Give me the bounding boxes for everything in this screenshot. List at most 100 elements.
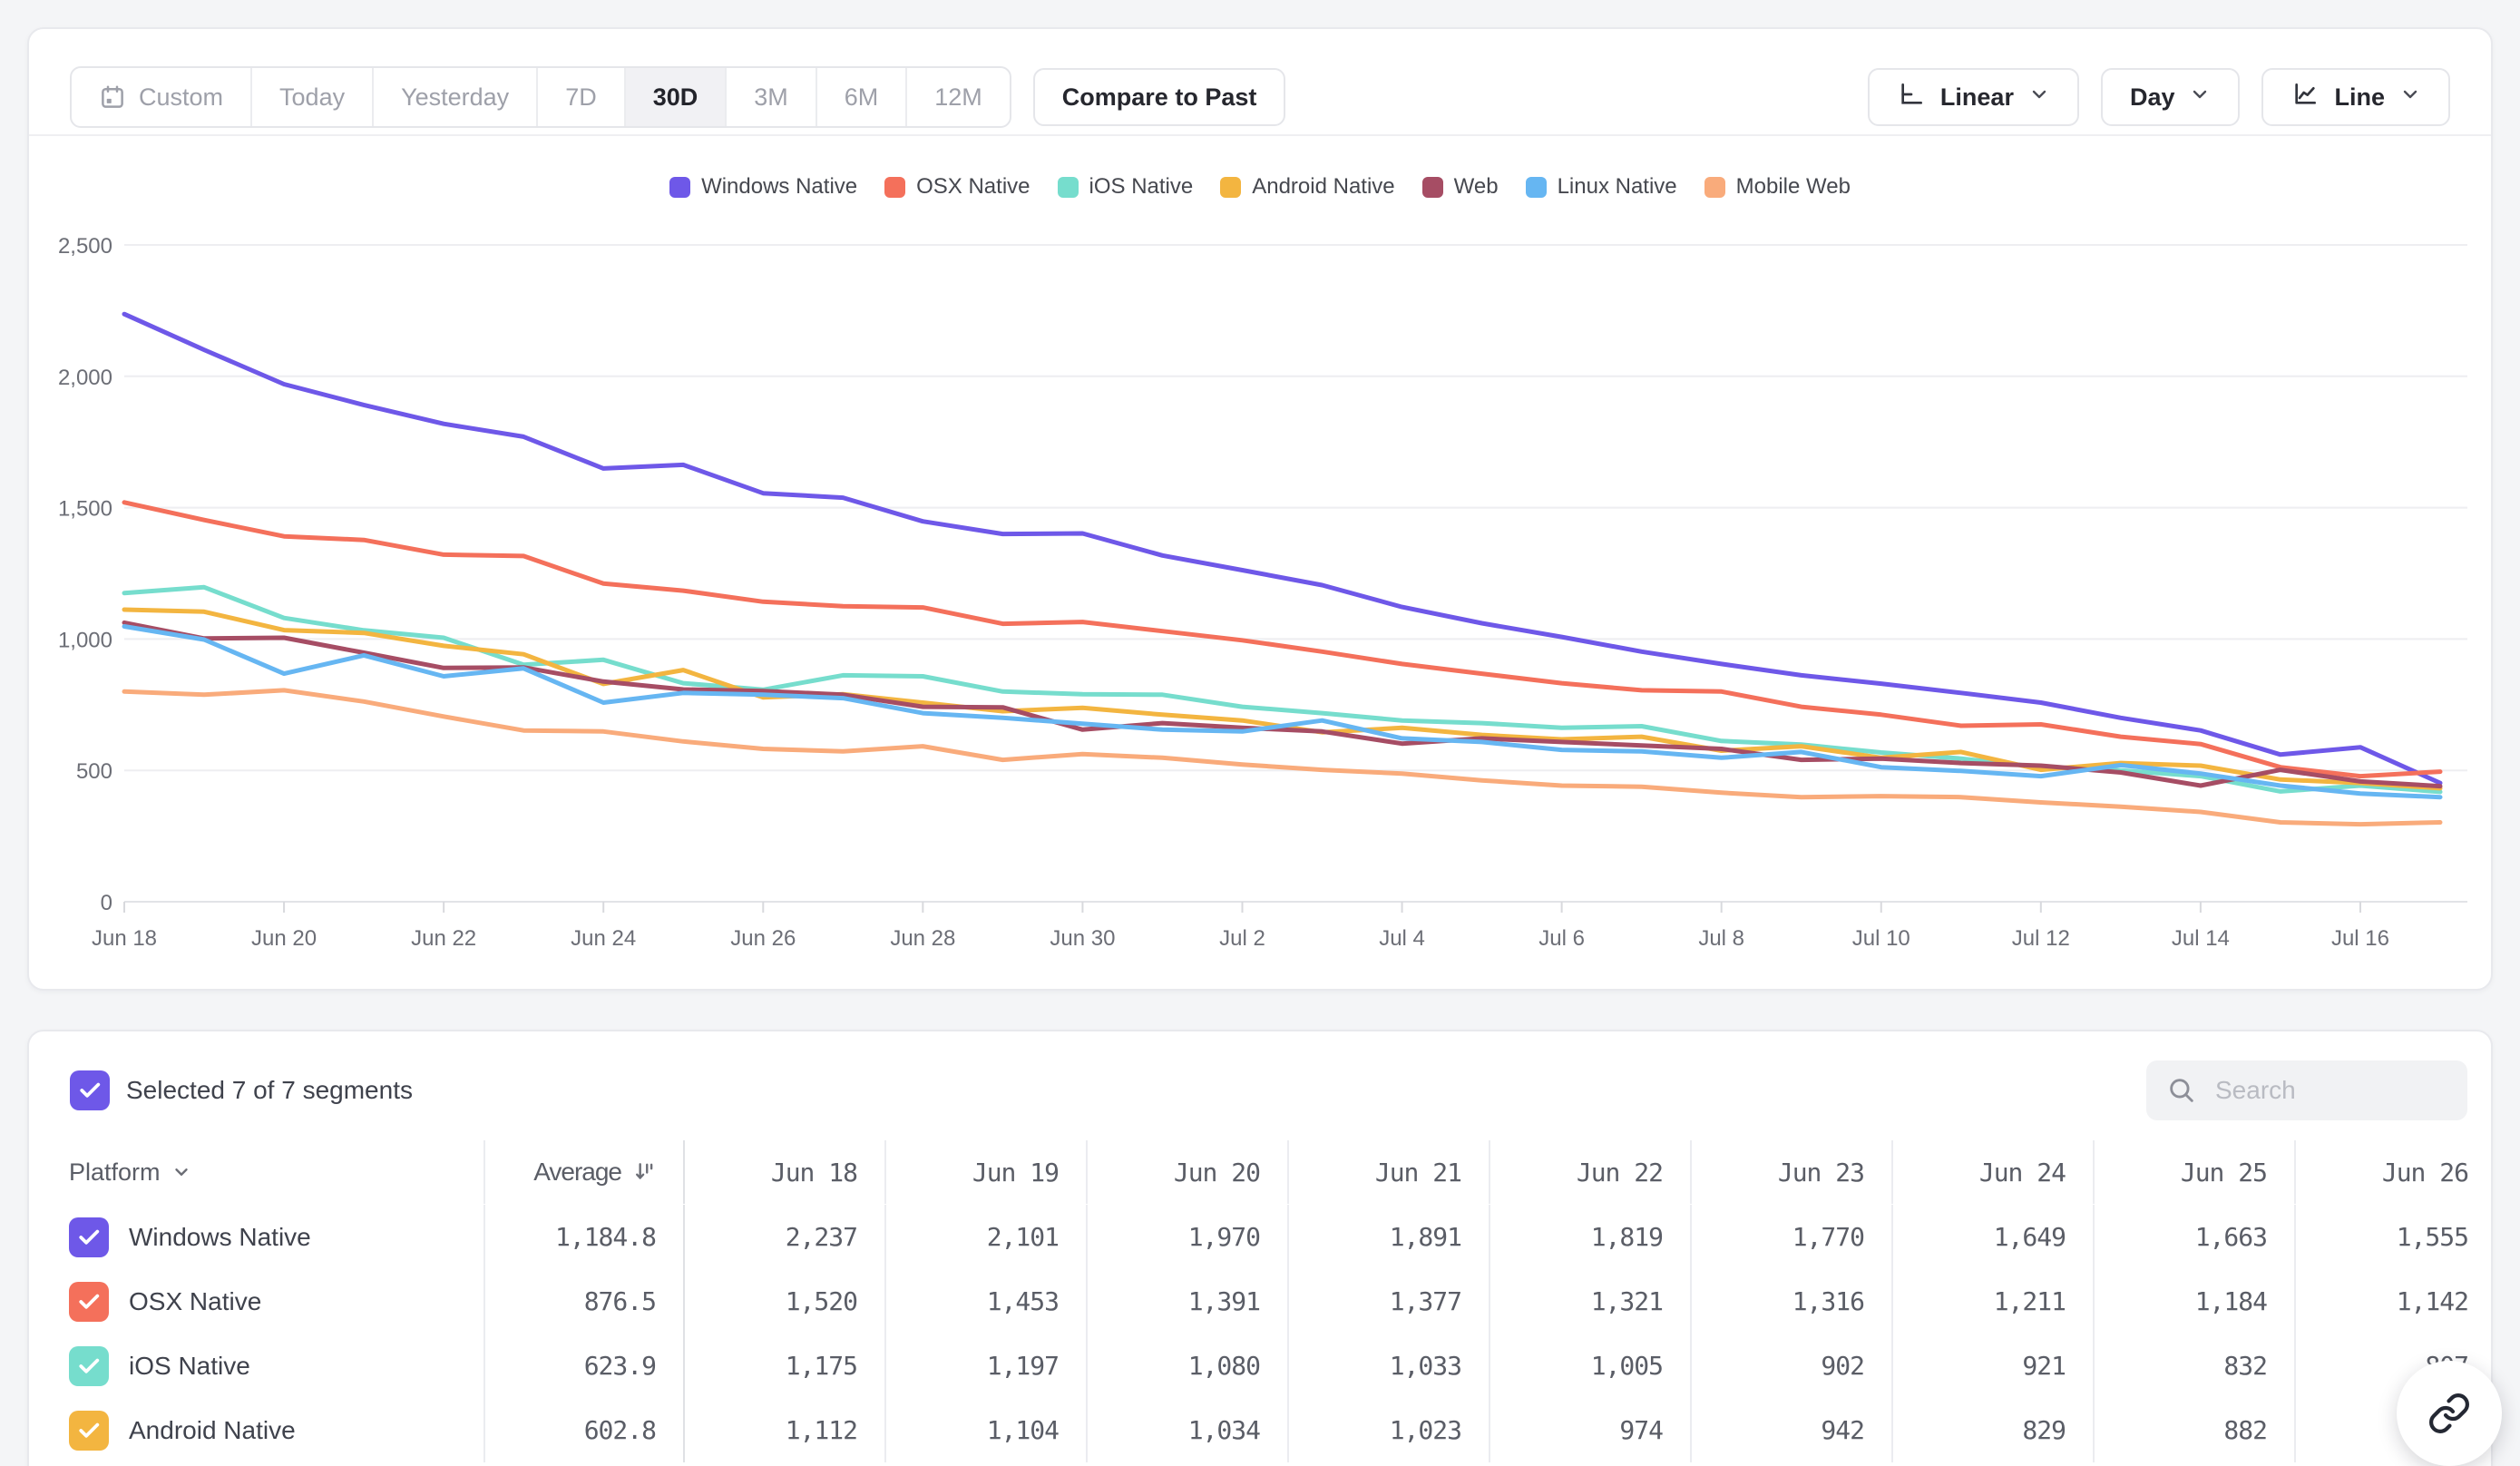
date-range-custom[interactable]: Custom — [72, 68, 250, 126]
table-controls: Selected 7 of 7 segments — [70, 1060, 2467, 1120]
chart-type-dropdown[interactable]: Line — [2261, 68, 2450, 126]
legend-label: Mobile Web — [1735, 174, 1851, 199]
day-value: 882 — [2093, 1398, 2294, 1462]
column-header-average[interactable]: Average — [483, 1140, 683, 1204]
chart-card: Custom Today Yesterday 7D 30D 3M 6M 12M Compare… — [27, 27, 2493, 991]
average-value: 602.8 — [483, 1398, 683, 1462]
date-range-label: 3M — [754, 83, 788, 111]
legend-item-web[interactable]: Web — [1421, 174, 1499, 200]
day-value: 1,453 — [884, 1269, 1086, 1334]
link-icon — [2427, 1392, 2471, 1435]
row-checkbox-ios-native[interactable] — [69, 1345, 109, 1386]
segments-table-card: Selected 7 of 7 segments PlatformAverage… — [27, 1030, 2493, 1466]
day-value: 832 — [2093, 1334, 2294, 1398]
scale-dropdown-label: Linear — [1939, 83, 2014, 111]
chevron-down-icon — [2399, 83, 2421, 112]
legend-label: Web — [1453, 174, 1499, 199]
segment-row-ios-native[interactable]: iOS Native — [56, 1334, 483, 1398]
x-axis-label: Jun 18 — [92, 926, 157, 951]
segment-row-android-native[interactable]: Android Native — [56, 1398, 483, 1462]
legend-item-android-native[interactable]: Android Native — [1220, 174, 1395, 200]
x-axis-label: Jun 22 — [411, 926, 476, 951]
date-range-7d[interactable]: 7D — [536, 68, 624, 126]
day-value: 1,649 — [1891, 1205, 2093, 1269]
segment-name: Android Native — [129, 1415, 296, 1444]
chevron-down-icon — [171, 1162, 191, 1182]
legend-label: OSX Native — [916, 174, 1030, 199]
column-header-platform[interactable]: Platform — [56, 1140, 483, 1204]
date-range-today[interactable]: Today — [250, 68, 372, 126]
series-line-windows-native[interactable] — [122, 311, 2443, 786]
date-range-yesterday[interactable]: Yesterday — [372, 68, 536, 126]
day-value: 1,080 — [1086, 1334, 1287, 1398]
segment-search — [2146, 1060, 2467, 1120]
line-chart: 0 500 1,000 1,500 2,000 2,500 Jun 18 Jun 20 Jun … — [58, 234, 2467, 951]
series-line-ios-native[interactable] — [122, 584, 2443, 795]
segment-row-osx-native[interactable]: OSX Native — [56, 1269, 483, 1334]
segment-row-windows-native[interactable]: Windows Native — [56, 1205, 483, 1269]
y-axis-label: 1,000 — [58, 628, 112, 652]
day-value: 1,321 — [1489, 1269, 1690, 1334]
column-header-jun-22: Jun 22 — [1489, 1140, 1690, 1204]
legend-label: Windows Native — [701, 174, 858, 199]
day-value: 1,112 — [683, 1398, 884, 1462]
column-header-jun-23: Jun 23 — [1690, 1140, 1891, 1204]
series-line-osx-native[interactable] — [122, 500, 2443, 779]
date-range-12m[interactable]: 12M — [905, 68, 1010, 126]
series-line-android-native[interactable] — [122, 607, 2443, 791]
toolbar-divider — [29, 134, 2491, 136]
search-input[interactable] — [2213, 1075, 2447, 1106]
legend-item-mobile-web[interactable]: Mobile Web — [1704, 174, 1851, 200]
select-all-checkbox[interactable] — [70, 1070, 110, 1110]
legend-swatch — [1421, 176, 1443, 198]
average-value: 876.5 — [483, 1269, 683, 1334]
date-range-30d[interactable]: 30D — [623, 68, 726, 126]
column-header-jun-18: Jun 18 — [683, 1140, 884, 1204]
legend-item-windows-native[interactable]: Windows Native — [669, 174, 857, 200]
x-axis-label: Jul 16 — [2331, 926, 2389, 951]
x-axis-label: Jul 10 — [1852, 926, 1910, 951]
column-header-jun-26: Jun 26 — [2294, 1140, 2491, 1204]
day-value: 1,770 — [1690, 1205, 1891, 1269]
day-value: 942 — [1690, 1398, 1891, 1462]
legend-item-osx-native[interactable]: OSX Native — [884, 174, 1030, 200]
date-range-label: 12M — [934, 83, 982, 111]
day-value: 921 — [1891, 1334, 2093, 1398]
row-checkbox-windows-native[interactable] — [69, 1217, 109, 1257]
y-axis-label: 2,500 — [58, 234, 112, 259]
x-axis-label: Jul 4 — [1379, 926, 1425, 951]
share-link-button[interactable] — [2397, 1361, 2502, 1466]
day-value: 1,104 — [884, 1398, 1086, 1462]
date-range-control: Custom Today Yesterday 7D 30D 3M 6M 12M — [70, 66, 1011, 128]
day-value: 2,101 — [884, 1205, 1086, 1269]
legend-item-linux-native[interactable]: Linux Native — [1525, 174, 1677, 200]
x-axis-label: Jul 14 — [2172, 926, 2230, 951]
compare-to-past-button[interactable]: Compare to Past — [1032, 68, 1286, 126]
day-value: 1,184 — [2093, 1269, 2294, 1334]
chart-type-dropdown-label: Line — [2334, 83, 2385, 111]
date-range-label: 7D — [565, 83, 597, 111]
scale-dropdown[interactable]: Linear — [1867, 68, 2079, 126]
day-value: 1,023 — [1287, 1398, 1489, 1462]
column-header-jun-21: Jun 21 — [1287, 1140, 1489, 1204]
row-checkbox-osx-native[interactable] — [69, 1281, 109, 1322]
day-value: 1,033 — [1287, 1334, 1489, 1398]
series-line-mobile-web[interactable] — [122, 688, 2443, 827]
day-value: 1,175 — [683, 1334, 884, 1398]
day-value: 1,391 — [1086, 1269, 1287, 1334]
row-checkbox-android-native[interactable] — [69, 1410, 109, 1451]
date-range-3m[interactable]: 3M — [725, 68, 816, 126]
series-line-linux-native[interactable] — [122, 624, 2443, 800]
day-value: 1,819 — [1489, 1205, 1690, 1269]
column-header-jun-20: Jun 20 — [1086, 1140, 1287, 1204]
interval-dropdown[interactable]: Day — [2100, 68, 2241, 126]
legend-item-ios-native[interactable]: iOS Native — [1057, 174, 1193, 200]
date-range-6m[interactable]: 6M — [815, 68, 906, 126]
legend-swatch — [1057, 176, 1079, 198]
x-axis-label: Jul 6 — [1538, 926, 1585, 951]
calendar-icon — [99, 83, 126, 111]
day-value: 1,316 — [1690, 1269, 1891, 1334]
day-value: 829 — [1891, 1398, 2093, 1462]
segment-name: iOS Native — [129, 1351, 250, 1380]
